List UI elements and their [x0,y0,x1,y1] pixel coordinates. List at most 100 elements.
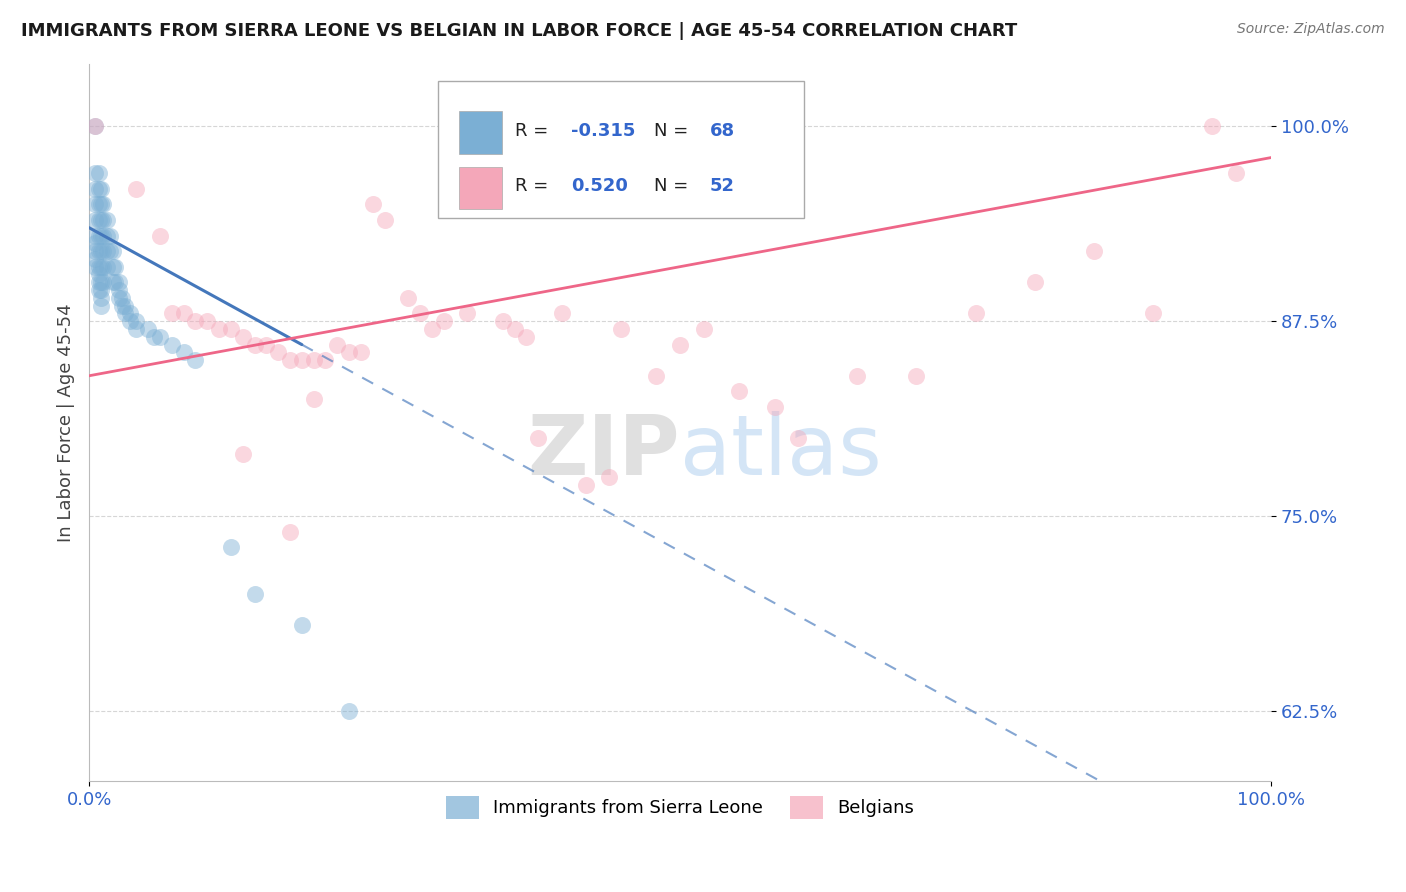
Point [104,275,127,289]
Point [87,275,110,289]
Point [184,353,207,368]
Point [96,228,118,243]
Point [160,306,183,320]
Text: N =: N = [654,121,695,140]
Point [90,228,112,243]
Point [693,322,716,336]
Point [111,299,134,313]
Point [90,299,112,313]
Text: IMMIGRANTS FROM SIERRA LEONE VS BELGIAN IN LABOR FORCE | AGE 45-54 CORRELATION C: IMMIGRANTS FROM SIERRA LEONE VS BELGIAN … [21,22,1018,40]
Point [91,244,114,258]
Point [87,244,110,258]
Text: 68: 68 [710,121,735,140]
Point [90,291,112,305]
Point [195,314,218,328]
Point [107,283,129,297]
FancyBboxPatch shape [458,112,502,153]
Point [173,306,195,320]
Point [669,337,692,351]
Y-axis label: In Labor Force | Age 45-54: In Labor Force | Age 45-54 [58,303,75,541]
Text: R =: R = [515,177,554,195]
Point [107,275,129,289]
Point [84,120,107,134]
Point [84,236,107,251]
Point [96,260,118,274]
Point [90,260,112,274]
Point [302,392,325,406]
Point [114,306,136,320]
Point [96,244,118,258]
Point [433,314,456,328]
Point [120,314,142,328]
Point [87,197,110,211]
Point [90,213,112,227]
Point [456,306,478,320]
Point [90,275,112,289]
Point [314,353,336,368]
Point [337,345,360,359]
Point [84,260,107,274]
Point [84,244,107,258]
Point [184,314,207,328]
Point [84,120,107,134]
Point [87,182,110,196]
Point [87,213,110,227]
Point [84,182,107,196]
Point [101,244,124,258]
Point [107,291,129,305]
Point [846,368,869,383]
Point [350,345,373,359]
Point [136,322,159,336]
Point [420,322,443,336]
Point [143,330,166,344]
Point [232,330,254,344]
Point [125,322,148,336]
Point [1142,306,1164,320]
Point [91,213,114,227]
Point [291,618,314,632]
Point [1201,120,1223,134]
Point [645,368,668,383]
Point [610,322,633,336]
Text: ZIP: ZIP [527,410,681,491]
Point [374,213,396,227]
Point [503,322,526,336]
Point [149,228,172,243]
Point [254,337,277,351]
Text: R =: R = [515,121,554,140]
Point [219,540,242,554]
Point [90,244,112,258]
Point [111,291,134,305]
Point [598,470,620,484]
Point [120,306,142,320]
Text: Source: ZipAtlas.com: Source: ZipAtlas.com [1237,22,1385,37]
Point [87,228,110,243]
Point [409,306,432,320]
Point [278,524,301,539]
Point [84,228,107,243]
Point [114,299,136,313]
Point [302,353,325,368]
Point [84,252,107,266]
Text: -0.315: -0.315 [571,121,636,140]
Point [84,197,107,211]
Point [90,182,112,196]
Point [527,431,550,445]
Point [337,704,360,718]
Point [91,197,114,211]
Point [326,337,349,351]
Point [87,260,110,274]
Point [1225,166,1247,180]
Point [91,260,114,274]
Point [98,244,121,258]
Text: 0.520: 0.520 [571,177,628,195]
Point [84,213,107,227]
Point [787,431,810,445]
Point [101,275,124,289]
Point [267,345,290,359]
Point [232,447,254,461]
Point [87,268,110,282]
Point [173,345,195,359]
Point [551,306,574,320]
Point [219,322,242,336]
